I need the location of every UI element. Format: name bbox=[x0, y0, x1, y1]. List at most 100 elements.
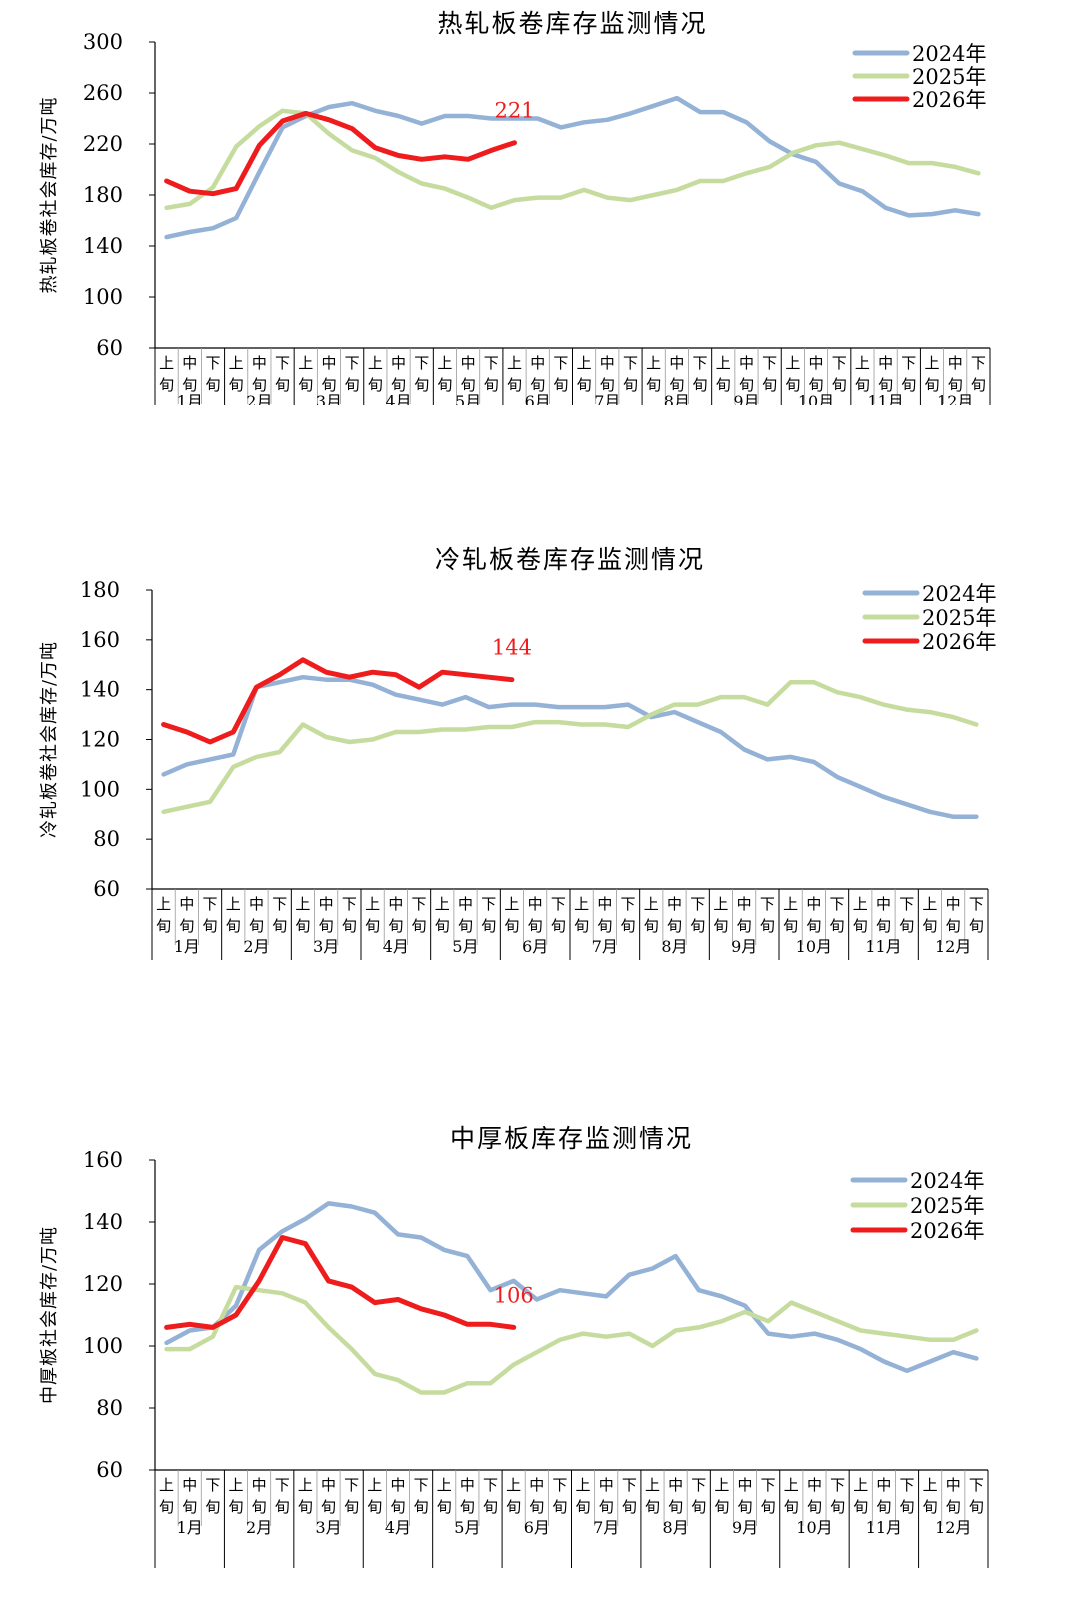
x-tick-label: 上 bbox=[159, 354, 174, 372]
month-label: 8月 bbox=[664, 392, 690, 411]
x-tick-label: 上 bbox=[159, 1476, 174, 1494]
x-tick-label: 旬 bbox=[481, 917, 496, 935]
chart-medium-plate-svg: 中厚板库存监测情况中厚板社会库存/万吨6080100120140160上旬中旬下… bbox=[39, 1124, 989, 1568]
month-label: 6月 bbox=[522, 937, 548, 956]
x-tick-label: 上 bbox=[298, 354, 313, 372]
x-tick-label: 上 bbox=[506, 1476, 521, 1494]
x-tick-label: 上 bbox=[437, 1476, 452, 1494]
chart-cold-rolled: 冷轧板卷库存监测情况 冷轧板卷社会库存/万吨 60 80 100 120 140 160 180… bbox=[0, 540, 1080, 980]
month-label: 12月 bbox=[935, 937, 971, 956]
x-tick-label: 旬 bbox=[577, 376, 592, 394]
x-tick-label: 中 bbox=[321, 354, 336, 372]
x-tick-label: 上 bbox=[226, 895, 241, 913]
x-tick-label: 上 bbox=[645, 1476, 660, 1494]
x-tick-label: 旬 bbox=[714, 1498, 729, 1516]
series-line-2024 bbox=[164, 1201, 979, 1374]
x-tick-label: 旬 bbox=[646, 376, 661, 394]
legend-label: 2025年 bbox=[912, 65, 986, 89]
month-label: 11月 bbox=[866, 1518, 902, 1537]
x-tick-label: 下 bbox=[272, 895, 287, 913]
x-tick-label: 旬 bbox=[368, 376, 383, 394]
y-tick-label: 120 bbox=[80, 728, 120, 752]
x-tick-label: 上 bbox=[577, 354, 592, 372]
x-tick-label: 中 bbox=[668, 1476, 683, 1494]
x-tick-label: 旬 bbox=[529, 1498, 544, 1516]
x-tick-label: 旬 bbox=[156, 917, 171, 935]
month-label: 10月 bbox=[796, 937, 832, 956]
x-tick-label: 下 bbox=[412, 895, 427, 913]
x-tick-label: 中 bbox=[597, 895, 612, 913]
data-label-latest: 144 bbox=[492, 636, 532, 660]
x-tick-label: 旬 bbox=[295, 917, 310, 935]
x-tick-label: 旬 bbox=[900, 1498, 915, 1516]
x-tick-label: 旬 bbox=[159, 376, 174, 394]
series-line-2026 bbox=[164, 1235, 517, 1330]
x-tick-label: 旬 bbox=[576, 1498, 591, 1516]
chart-medium-plate: 中厚板库存监测情况 中厚板社会库存/万吨 60 80 100 120 140 160 上旬中旬下… bbox=[0, 1110, 1080, 1580]
x-tick-label: 上 bbox=[435, 895, 450, 913]
y-tick-label: 140 bbox=[83, 1210, 123, 1234]
x-tick-label: 下 bbox=[345, 354, 360, 372]
x-tick-label: 旬 bbox=[784, 1498, 799, 1516]
x-tick-label: 旬 bbox=[530, 376, 545, 394]
x-tick-label: 下 bbox=[553, 354, 568, 372]
month-label: 12月 bbox=[937, 392, 973, 411]
y-tick-label: 180 bbox=[83, 183, 123, 207]
x-tick-label: 旬 bbox=[321, 376, 336, 394]
x-tick-label: 旬 bbox=[969, 1498, 984, 1516]
x-tick-label: 中 bbox=[807, 1476, 822, 1494]
x-tick-label: 旬 bbox=[414, 1498, 429, 1516]
x-tick-label: 下 bbox=[901, 354, 916, 372]
month-label: 3月 bbox=[313, 937, 339, 956]
legend-label: 2025年 bbox=[922, 606, 996, 630]
x-tick-label: 上 bbox=[576, 1476, 591, 1494]
x-tick-label: 上 bbox=[644, 895, 659, 913]
x-tick-label: 中 bbox=[529, 1476, 544, 1494]
month-label: 5月 bbox=[454, 1518, 480, 1537]
data-label-latest: 221 bbox=[494, 99, 534, 123]
x-tick-label: 中 bbox=[600, 354, 615, 372]
x-tick-label: 下 bbox=[344, 1476, 359, 1494]
x-tick-label: 旬 bbox=[205, 376, 220, 394]
x-tick-label: 旬 bbox=[275, 1498, 290, 1516]
month-label: 7月 bbox=[593, 1518, 619, 1537]
x-tick-label: 下 bbox=[342, 895, 357, 913]
x-tick-label: 旬 bbox=[690, 917, 705, 935]
x-tick-label: 上 bbox=[853, 1476, 868, 1494]
x-tick-label: 下 bbox=[623, 354, 638, 372]
x-tick-label: 旬 bbox=[691, 1498, 706, 1516]
x-tick-label: 下 bbox=[690, 895, 705, 913]
month-label: 12月 bbox=[935, 1518, 971, 1537]
x-tick-label: 旬 bbox=[923, 1498, 938, 1516]
x-tick-label: 下 bbox=[481, 895, 496, 913]
month-label: 1月 bbox=[177, 392, 203, 411]
x-tick-label: 旬 bbox=[669, 376, 684, 394]
x-tick-label: 上 bbox=[716, 354, 731, 372]
x-tick-label: 旬 bbox=[878, 376, 893, 394]
x-tick-label: 旬 bbox=[832, 376, 847, 394]
month-label: 11月 bbox=[867, 392, 903, 411]
x-tick-label: 旬 bbox=[969, 917, 984, 935]
x-tick-label: 上 bbox=[437, 354, 452, 372]
legend-label: 2026年 bbox=[912, 88, 986, 112]
x-tick-label: 旬 bbox=[922, 917, 937, 935]
x-tick-label: 上 bbox=[298, 1476, 313, 1494]
x-tick-label: 旬 bbox=[574, 917, 589, 935]
x-tick-label: 中 bbox=[321, 1476, 336, 1494]
x-tick-label: 旬 bbox=[203, 917, 218, 935]
x-tick-label: 旬 bbox=[737, 917, 752, 935]
x-tick-label: 旬 bbox=[228, 1498, 243, 1516]
x-tick-label: 旬 bbox=[229, 376, 244, 394]
y-tick-label: 100 bbox=[83, 1334, 123, 1358]
x-tick-label: 旬 bbox=[762, 376, 777, 394]
y-tick-label: 80 bbox=[96, 1396, 123, 1420]
x-tick-label: 旬 bbox=[806, 917, 821, 935]
x-tick-label: 中 bbox=[737, 895, 752, 913]
legend-label: 2026年 bbox=[922, 630, 996, 654]
x-tick-label: 上 bbox=[574, 895, 589, 913]
month-label: 9月 bbox=[731, 937, 757, 956]
month-label: 2月 bbox=[243, 937, 269, 956]
x-tick-label: 下 bbox=[760, 895, 775, 913]
x-tick-label: 旬 bbox=[853, 1498, 868, 1516]
